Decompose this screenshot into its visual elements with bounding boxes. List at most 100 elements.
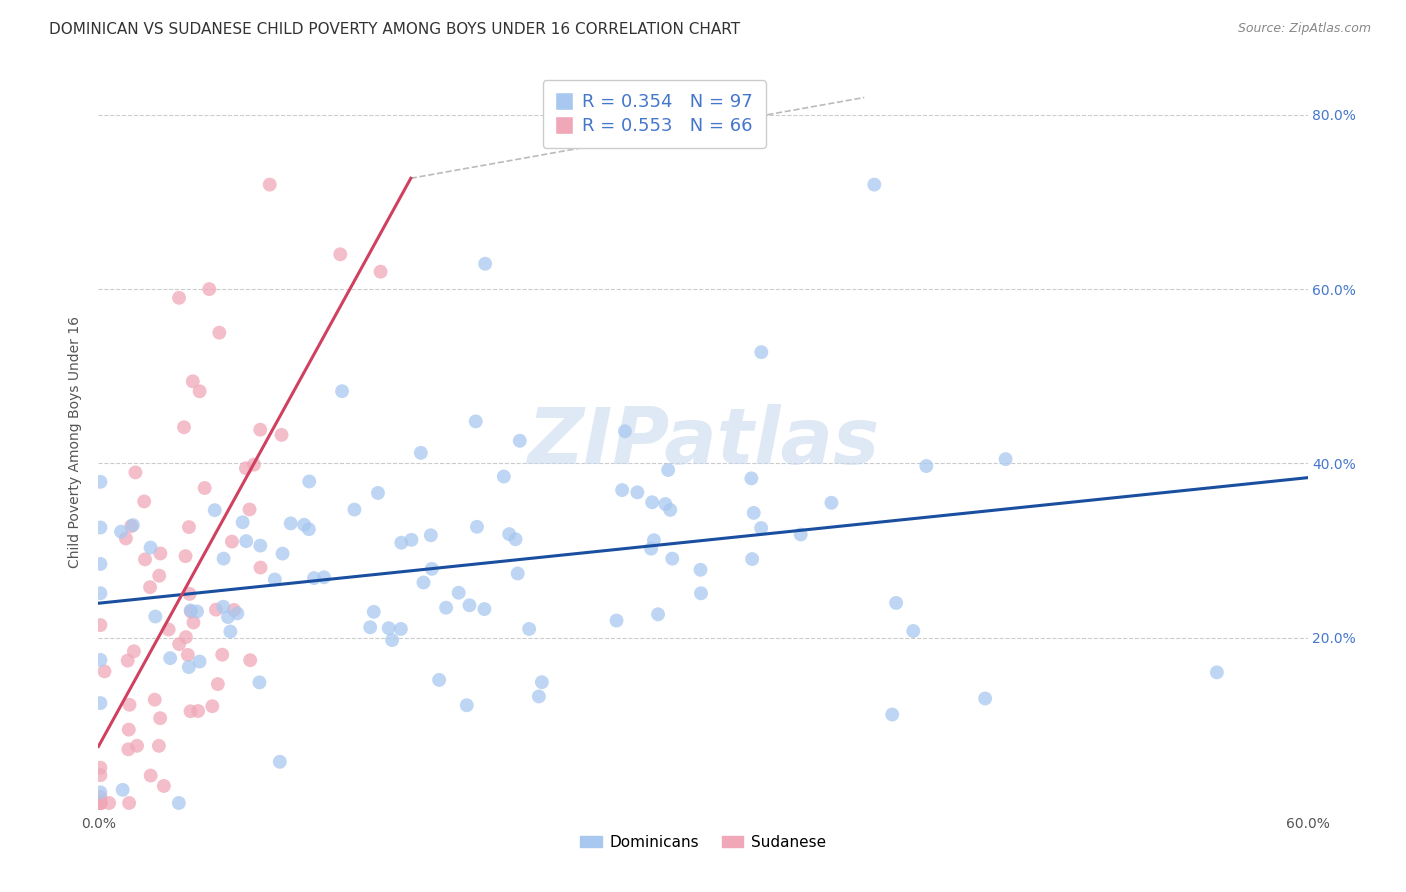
Point (280, 516, 302, 531)
Point (915, 458, 938, 473)
Point (198, 282, 221, 296)
Point (643, 533, 665, 548)
Point (235, 534, 257, 549)
Y-axis label: Child Poverty Among Boys Under 16: Child Poverty Among Boys Under 16 (69, 316, 83, 567)
Point (903, 624, 925, 638)
Point (93, 665, 115, 679)
Point (111, 782, 134, 797)
Point (167, 637, 190, 651)
Point (263, 573, 285, 587)
Point (509, 434, 531, 448)
Point (212, 551, 235, 566)
Point (157, 623, 180, 637)
Point (208, 326, 231, 340)
Point (329, 247, 352, 261)
Point (117, 654, 139, 668)
Point (654, 497, 676, 511)
Point (626, 485, 648, 500)
Point (447, 585, 470, 599)
Point (98, 796, 121, 810)
Point (458, 599, 481, 613)
Point (117, 742, 139, 756)
Point (420, 562, 443, 576)
Point (742, 506, 765, 520)
Point (188, 655, 211, 669)
Point (180, 603, 202, 617)
Point (89, 790, 111, 805)
Point (661, 551, 683, 566)
Point (89, 785, 111, 799)
Point (219, 624, 242, 639)
Point (740, 471, 762, 485)
Point (249, 675, 271, 690)
Point (690, 586, 713, 600)
Point (167, 291, 190, 305)
Point (149, 711, 172, 725)
Point (249, 423, 271, 437)
Point (434, 600, 457, 615)
Point (153, 779, 176, 793)
Point (974, 691, 997, 706)
Point (343, 502, 366, 516)
Point (613, 424, 636, 438)
Point (427, 673, 450, 687)
Point (474, 602, 496, 616)
Text: Source: ZipAtlas.com: Source: ZipAtlas.com (1237, 22, 1371, 36)
Point (389, 535, 412, 549)
Point (148, 568, 170, 582)
Point (235, 461, 257, 475)
Point (89, 520, 111, 534)
Point (456, 698, 478, 713)
Point (689, 563, 711, 577)
Point (789, 527, 811, 541)
Point (180, 605, 202, 619)
Point (174, 549, 197, 563)
Point (249, 560, 271, 574)
Point (363, 605, 385, 619)
Point (298, 522, 321, 536)
Point (505, 533, 527, 547)
Point (749, 521, 772, 535)
Point (201, 699, 224, 714)
Point (89, 768, 111, 782)
Point (89, 796, 111, 810)
Point (506, 566, 529, 581)
Point (243, 458, 266, 472)
Point (659, 503, 682, 517)
Point (302, 571, 325, 585)
Point (259, 178, 281, 192)
Point (377, 621, 399, 635)
Point (134, 494, 156, 508)
Point (298, 475, 321, 489)
Point (122, 644, 145, 658)
Point (359, 620, 381, 634)
Point (110, 524, 132, 539)
Point (173, 420, 195, 434)
Point (381, 633, 404, 648)
Point (188, 384, 211, 399)
Point (749, 345, 772, 359)
Point (134, 552, 156, 566)
Point (239, 653, 262, 667)
Point (179, 587, 201, 601)
Point (89, 796, 111, 810)
Point (498, 527, 520, 541)
Point (194, 481, 217, 495)
Point (89, 586, 111, 600)
Point (180, 704, 202, 718)
Point (118, 796, 141, 810)
Point (148, 739, 170, 753)
Point (89, 796, 111, 810)
Point (125, 739, 148, 753)
Point (312, 570, 335, 584)
Point (183, 615, 205, 630)
Point (271, 547, 294, 561)
Point (330, 384, 353, 399)
Point (640, 541, 662, 556)
Point (89, 796, 111, 810)
Point (212, 599, 235, 614)
Point (139, 541, 162, 555)
Point (657, 463, 679, 477)
Point (89, 796, 111, 810)
Point (139, 580, 162, 594)
